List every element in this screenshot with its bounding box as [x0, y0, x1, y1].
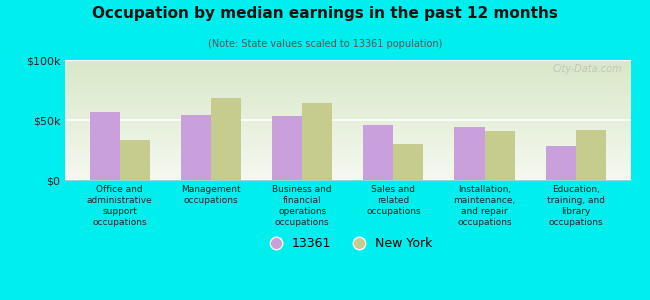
Bar: [363, 125, 393, 180]
Bar: [120, 140, 150, 180]
Bar: [484, 131, 515, 180]
Bar: [454, 127, 484, 180]
Legend: 13361, New York: 13361, New York: [258, 232, 437, 255]
Bar: [393, 144, 423, 180]
Text: (Note: State values scaled to 13361 population): (Note: State values scaled to 13361 popu…: [208, 39, 442, 49]
Text: Occupation by median earnings in the past 12 months: Occupation by median earnings in the pas…: [92, 6, 558, 21]
Bar: [576, 130, 606, 180]
Bar: [90, 112, 120, 180]
Bar: [272, 116, 302, 180]
Bar: [181, 115, 211, 180]
Bar: [211, 98, 241, 180]
Bar: [302, 103, 332, 180]
Text: City-Data.com: City-Data.com: [552, 64, 622, 74]
Bar: [546, 146, 576, 180]
